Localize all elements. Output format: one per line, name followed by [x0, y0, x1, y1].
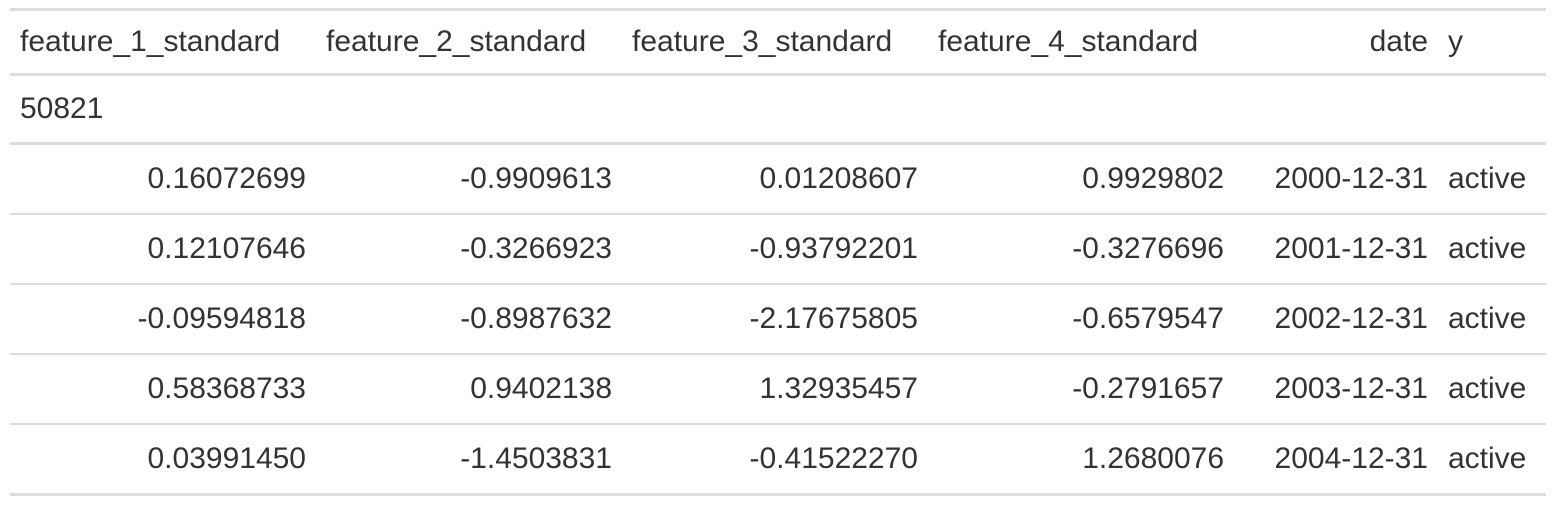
cell-feature-4: -0.6579547 [928, 284, 1234, 355]
table-row: 0.03991450 -1.4503831 -0.41522270 1.2680… [10, 424, 1546, 496]
cell-feature-2: -0.3266923 [316, 214, 622, 285]
cell-feature-4: -0.3276696 [928, 214, 1234, 285]
cell-feature-3: -2.17675805 [622, 284, 928, 355]
table-row: 0.12107646 -0.3266923 -0.93792201 -0.327… [10, 214, 1546, 285]
cell-feature-1: 0.16072699 [10, 143, 316, 215]
cell-feature-4: 1.2680076 [928, 424, 1234, 496]
cell-date: 2002-12-31 [1234, 284, 1438, 355]
cell-feature-3: 0.01208607 [622, 143, 928, 215]
cell-date: 2004-12-31 [1234, 424, 1438, 496]
column-header-feature-1: feature_1_standard [20, 25, 281, 58]
data-table-container: feature_1_standard feature_2_standard fe… [10, 8, 1546, 496]
cell-date: 2003-12-31 [1234, 354, 1438, 425]
cell-feature-2: 0.9402138 [316, 354, 622, 425]
cell-y: active [1438, 143, 1546, 215]
cell-feature-1: 0.12107646 [10, 214, 316, 285]
cell-y: active [1438, 214, 1546, 285]
cell-y: active [1438, 424, 1546, 496]
cell-feature-3: -0.41522270 [622, 424, 928, 496]
table-row: 0.58368733 0.9402138 1.32935457 -0.27916… [10, 354, 1546, 425]
cell-feature-2: -0.9909613 [316, 143, 622, 215]
cell-date: 2001-12-31 [1234, 214, 1438, 285]
data-table: feature_1_standard feature_2_standard fe… [10, 8, 1546, 496]
cell-y: active [1438, 354, 1546, 425]
group-row: 50821 [10, 74, 1546, 145]
table-row: 0.16072699 -0.9909613 0.01208607 0.99298… [10, 143, 1546, 215]
group-label: 50821 [10, 74, 1546, 145]
table-body: 0.16072699 -0.9909613 0.01208607 0.99298… [10, 143, 1546, 496]
column-header-feature-2: feature_2_standard [326, 25, 587, 58]
cell-feature-1: -0.09594818 [10, 284, 316, 355]
cell-feature-3: 1.32935457 [622, 354, 928, 425]
table-header: feature_1_standard feature_2_standard fe… [10, 9, 1546, 75]
column-header-feature-4: feature_4_standard [938, 25, 1199, 58]
header-row: feature_1_standard feature_2_standard fe… [10, 9, 1546, 75]
cell-feature-3: -0.93792201 [622, 214, 928, 285]
cell-feature-2: -1.4503831 [316, 424, 622, 496]
cell-feature-4: -0.2791657 [928, 354, 1234, 425]
group-section: 50821 [10, 74, 1546, 145]
column-header-date: date [1369, 25, 1428, 58]
table-row: -0.09594818 -0.8987632 -2.17675805 -0.65… [10, 284, 1546, 355]
cell-y: active [1438, 284, 1546, 355]
cell-date: 2000-12-31 [1234, 143, 1438, 215]
cell-feature-1: 0.03991450 [10, 424, 316, 496]
column-header-feature-3: feature_3_standard [632, 25, 893, 58]
cell-feature-1: 0.58368733 [10, 354, 316, 425]
column-header-y: y [1448, 25, 1463, 58]
cell-feature-2: -0.8987632 [316, 284, 622, 355]
cell-feature-4: 0.9929802 [928, 143, 1234, 215]
